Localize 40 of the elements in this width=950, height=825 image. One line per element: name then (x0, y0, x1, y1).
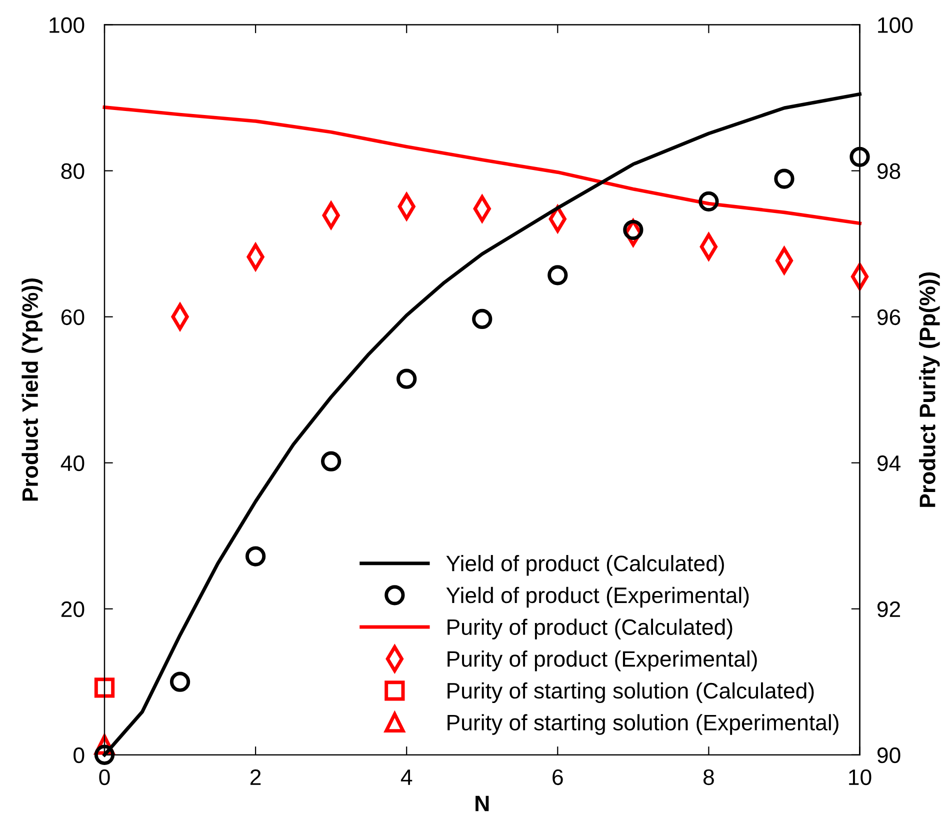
point (94, 678, 115, 698)
legend-label: Purity of starting solution (Experimental) (448, 714, 838, 735)
point (623, 220, 644, 240)
legend-label: Yield of product (Experimental) (446, 586, 749, 608)
y-tick-label: 80 (61, 163, 84, 180)
point (170, 672, 190, 692)
x-tick-label: 8 (703, 769, 714, 786)
x-tick-label: 10 (849, 769, 872, 786)
y-axis-title: Product Yield (Yp(%)) (22, 278, 42, 501)
y-tick-label: 0 (74, 747, 84, 764)
point (472, 308, 492, 330)
y-tick-label: 20 (61, 601, 84, 618)
y2-axis-title: Product Purity (Pp(%)) (919, 272, 940, 507)
x-tick-label: 4 (400, 770, 412, 785)
y2-tick-label: 96 (877, 309, 900, 326)
legend-label: Yield of product (Calculated) (446, 555, 724, 576)
x-axis-title: N (476, 796, 489, 812)
y2-tick-label: 90 (877, 747, 900, 764)
y2-tick-label: 98 (877, 163, 900, 180)
x-tick-label: 0 (99, 769, 110, 786)
point (850, 146, 870, 167)
y-tick-label: 100 (50, 17, 84, 34)
y2-tick-label: 100 (878, 17, 913, 34)
point (94, 744, 115, 765)
legend-label: Purity of product (Experimental) (448, 650, 757, 672)
line-series (102, 106, 862, 226)
point (698, 191, 719, 212)
point (245, 546, 266, 566)
x-tick-label: 6 (552, 769, 563, 786)
y2-tick-label: 94 (877, 455, 900, 472)
legend-label: Purity of starting solution (Calculated) (448, 682, 814, 704)
legend-label: Purity of product (Calculated) (448, 618, 732, 640)
point (548, 265, 568, 286)
x-tick-label: 2 (250, 769, 261, 785)
y-tick-label: 40 (60, 455, 84, 472)
y-tick-label: 60 (61, 309, 84, 326)
point (774, 168, 794, 189)
point (321, 451, 342, 472)
point (396, 368, 417, 389)
y2-tick-label: 92 (877, 601, 900, 618)
